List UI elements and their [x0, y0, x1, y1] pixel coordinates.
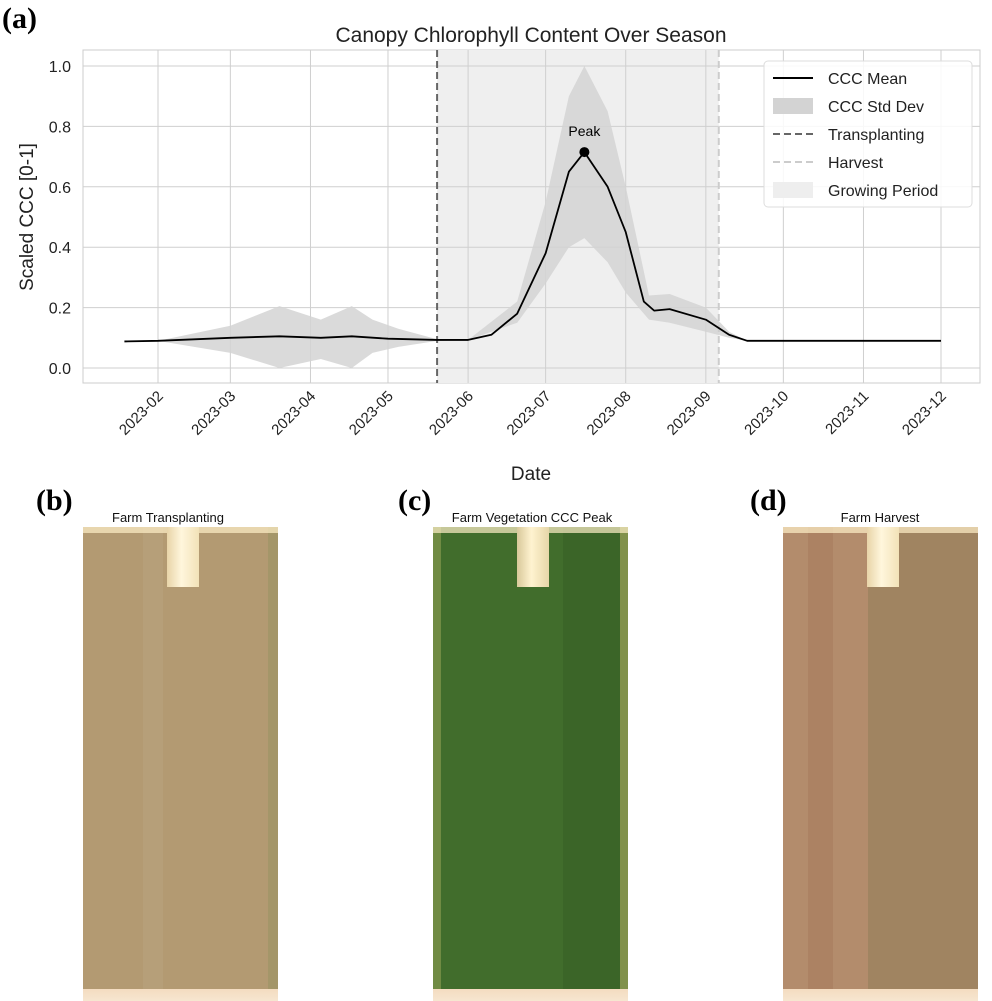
y-axis-label: Scaled CCC [0-1] [17, 143, 38, 291]
ccc-mean-line [124, 151, 941, 343]
image-title-harvest: Farm Harvest [840, 510, 920, 525]
ccc-chart: 2023-02 2023-03 2023-04 2023-05 2023-06 2023-… [17, 24, 981, 485]
legend-swatch [773, 98, 813, 114]
legend-label: Transplanting [828, 127, 924, 144]
x-tick-label: 2023-12 [899, 388, 950, 439]
x-tick-label: 2023-10 [741, 388, 792, 439]
y-tick-label: 0.8 [49, 119, 71, 136]
x-tick-label: 2023-09 [664, 388, 715, 439]
legend-label: CCC Mean [828, 71, 907, 88]
peak-annotation: Peak [568, 123, 601, 139]
farm-transplanting-image [83, 527, 278, 1001]
legend-label: Harvest [828, 155, 884, 172]
panel-label-c: (c) [398, 484, 432, 517]
y-tick-label: 0.6 [49, 180, 71, 197]
panel-label-d: (d) [750, 484, 787, 517]
farm-harvest-image [783, 527, 978, 1001]
x-tick-label: 2023-04 [268, 388, 319, 439]
y-tick-label: 1.0 [49, 59, 71, 76]
x-tick-label: 2023-02 [116, 388, 167, 439]
legend-label: Growing Period [828, 183, 938, 200]
y-tick-label: 0.2 [49, 301, 71, 318]
std-dev-band [124, 66, 748, 368]
x-tick-label: 2023-07 [503, 388, 554, 439]
y-tick-label: 0.4 [49, 240, 71, 257]
x-tick-label: 2023-11 [822, 388, 872, 438]
legend-box [763, 60, 973, 208]
panel-label-a: (a) [2, 2, 37, 35]
x-tick-label: 2023-03 [188, 388, 239, 439]
farm-peak-image [433, 527, 628, 1001]
peak-marker [579, 147, 590, 158]
y-tick-label: 0.0 [49, 361, 71, 378]
chart-title: Canopy Chlorophyll Content Over Season [335, 24, 726, 47]
x-tick-label: 2023-08 [584, 388, 635, 439]
image-title-peak: Farm Vegetation CCC Peak [451, 510, 613, 525]
legend: CCC Mean CCC Std Dev Transplanting Harvest G… [763, 60, 973, 208]
x-tick-label: 2023-06 [426, 388, 477, 439]
legend-swatch [773, 182, 813, 198]
image-title-transplanting: Farm Transplanting [112, 510, 224, 525]
legend-label: CCC Std Dev [828, 99, 924, 116]
x-tick-label: 2023-05 [346, 388, 397, 439]
x-axis-label: Date [511, 464, 551, 485]
panel-label-b: (b) [36, 484, 73, 517]
